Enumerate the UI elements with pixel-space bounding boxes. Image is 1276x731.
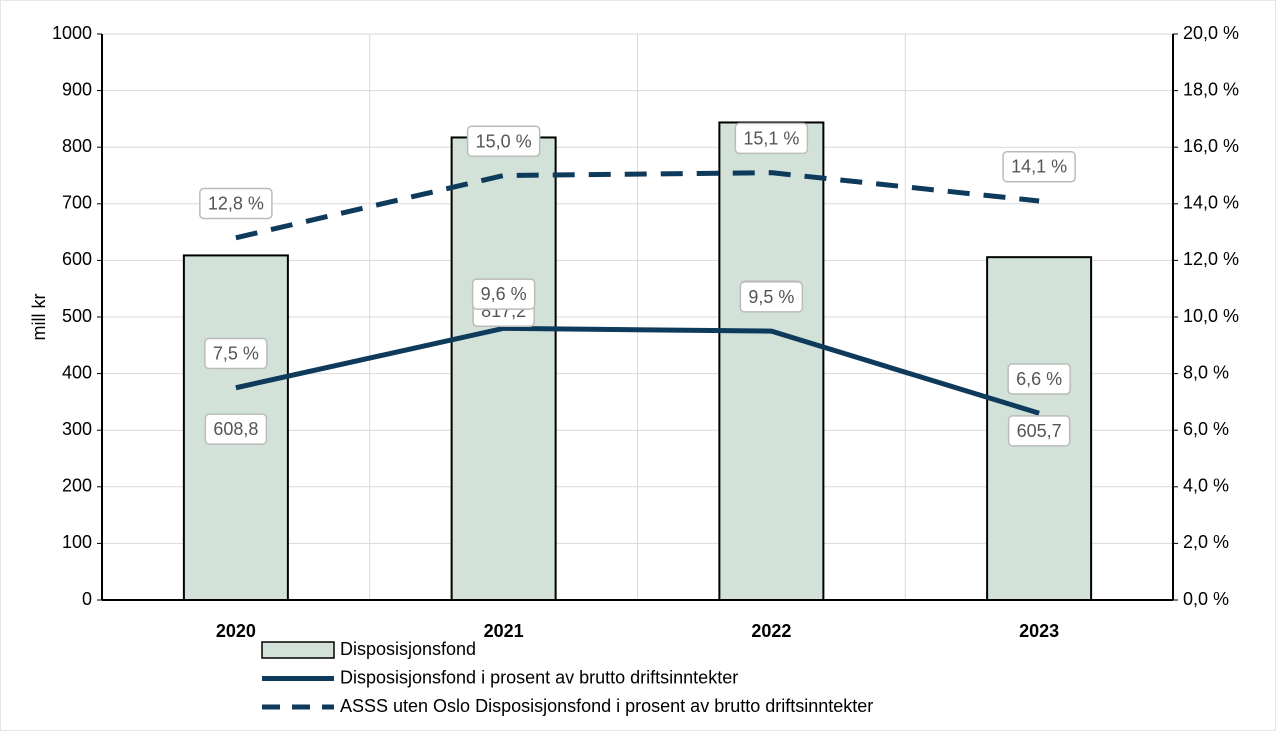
y-tick-label: 900	[62, 79, 92, 99]
data-label: 9,5 %	[739, 281, 804, 313]
line	[235, 325, 1040, 416]
bar	[450, 136, 557, 601]
y-tick-label: 1000	[52, 23, 92, 43]
data-label-text: 15,1 %	[743, 128, 799, 148]
y-tick-label: 100	[62, 532, 92, 552]
data-label-text: 15,0 %	[476, 131, 532, 151]
y2-tick-label: 14,0 %	[1183, 193, 1239, 213]
y2-tick-label: 6,0 %	[1183, 419, 1229, 439]
x-tick-label: 2020	[216, 621, 256, 641]
y-tick-label: 800	[62, 136, 92, 156]
data-label-text: 9,6 %	[481, 284, 527, 304]
data-label-box	[1002, 150, 1076, 183]
y-axis-label: mill kr	[29, 294, 49, 341]
y2-tick-label: 12,0 %	[1183, 249, 1239, 269]
legend-label: Disposisjonsfond	[340, 639, 476, 659]
y2-tick-label: 4,0 %	[1183, 476, 1229, 496]
data-label: 9,6 %	[471, 278, 536, 310]
y-tick-label: 700	[62, 193, 92, 213]
data-label: 7,5 %	[204, 337, 268, 370]
data-label-text: 12,8 %	[208, 194, 264, 214]
y-tick-label: 400	[62, 362, 92, 382]
y2-tick-label: 8,0 %	[1183, 362, 1229, 382]
data-label-box	[199, 187, 273, 220]
data-label: 15,0 %	[466, 125, 541, 157]
data-label: 6,6 %	[1007, 363, 1071, 395]
line	[235, 170, 1040, 241]
data-label-box	[1007, 415, 1071, 447]
y-tick-label: 0	[82, 589, 92, 609]
y2-tick-label: 18,0 %	[1183, 79, 1239, 99]
data-label-box	[734, 122, 809, 155]
data-label-text: 14,1 %	[1011, 157, 1067, 177]
y2-tick-label: 16,0 %	[1183, 136, 1239, 156]
legend-swatch	[261, 641, 335, 659]
data-label-box	[204, 413, 268, 445]
legend-label: Disposisjonsfond i prosent av brutto dri…	[340, 667, 738, 687]
y-tick-label: 200	[62, 476, 92, 496]
data-label-text: 605,7	[1017, 421, 1062, 441]
x-tick-label: 2023	[1019, 621, 1059, 641]
data-label-text: 608,8	[213, 419, 258, 439]
y2-tick-label: 20,0 %	[1183, 23, 1239, 43]
legend-label: ASSS uten Oslo Disposisjonsfond i prosen…	[340, 696, 873, 716]
y-tick-label: 300	[62, 419, 92, 439]
data-label-text: 9,5 %	[748, 287, 794, 307]
data-label: 12,8 %	[199, 187, 273, 220]
y-tick-label: 600	[62, 249, 92, 269]
data-label-box	[1007, 363, 1071, 395]
data-label: 608,8	[204, 413, 268, 445]
data-label-box	[739, 281, 804, 313]
data-label-box	[471, 278, 536, 310]
data-label-text: 7,5 %	[213, 344, 259, 364]
y2-tick-label: 10,0 %	[1183, 306, 1239, 326]
data-label: 605,7	[1007, 415, 1071, 447]
y-tick-label: 500	[62, 306, 92, 326]
y2-tick-label: 2,0 %	[1183, 532, 1229, 552]
data-label-text: 6,6 %	[1016, 369, 1062, 389]
data-label-box	[204, 337, 268, 370]
data-label: 14,1 %	[1002, 150, 1076, 183]
y2-tick-label: 0,0 %	[1183, 589, 1229, 609]
data-label-box	[466, 125, 541, 157]
x-tick-label: 2022	[751, 621, 791, 641]
bar	[718, 121, 825, 602]
data-label: 15,1 %	[734, 122, 809, 155]
x-tick-label: 2021	[484, 621, 524, 641]
